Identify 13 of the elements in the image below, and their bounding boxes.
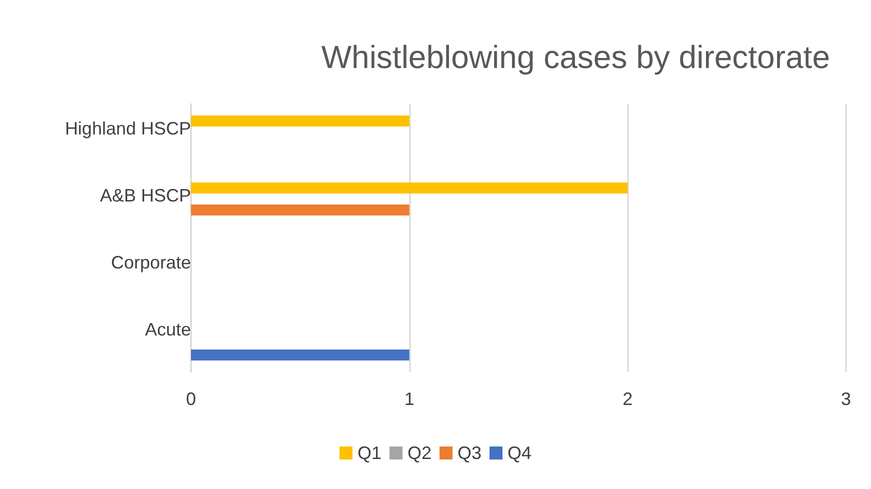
y-tick-label: A&B HSCP (100, 186, 191, 206)
legend-label: Q4 (508, 443, 532, 463)
x-tick-label: 3 (840, 389, 852, 409)
legend-label: Q2 (407, 443, 432, 463)
x-tick-label: 1 (404, 389, 414, 409)
y-tick-label: Highland HSCP (64, 118, 191, 138)
legend-label: Q1 (357, 443, 382, 463)
x-tick-label: 2 (622, 389, 633, 409)
y-tick-label: Acute (144, 320, 191, 340)
legend-label: Q3 (458, 443, 482, 463)
chart-title: Whistleblowing cases by directorate (321, 39, 830, 75)
y-tick-label: Corporate (110, 252, 191, 272)
x-tick-label: 0 (186, 389, 196, 409)
